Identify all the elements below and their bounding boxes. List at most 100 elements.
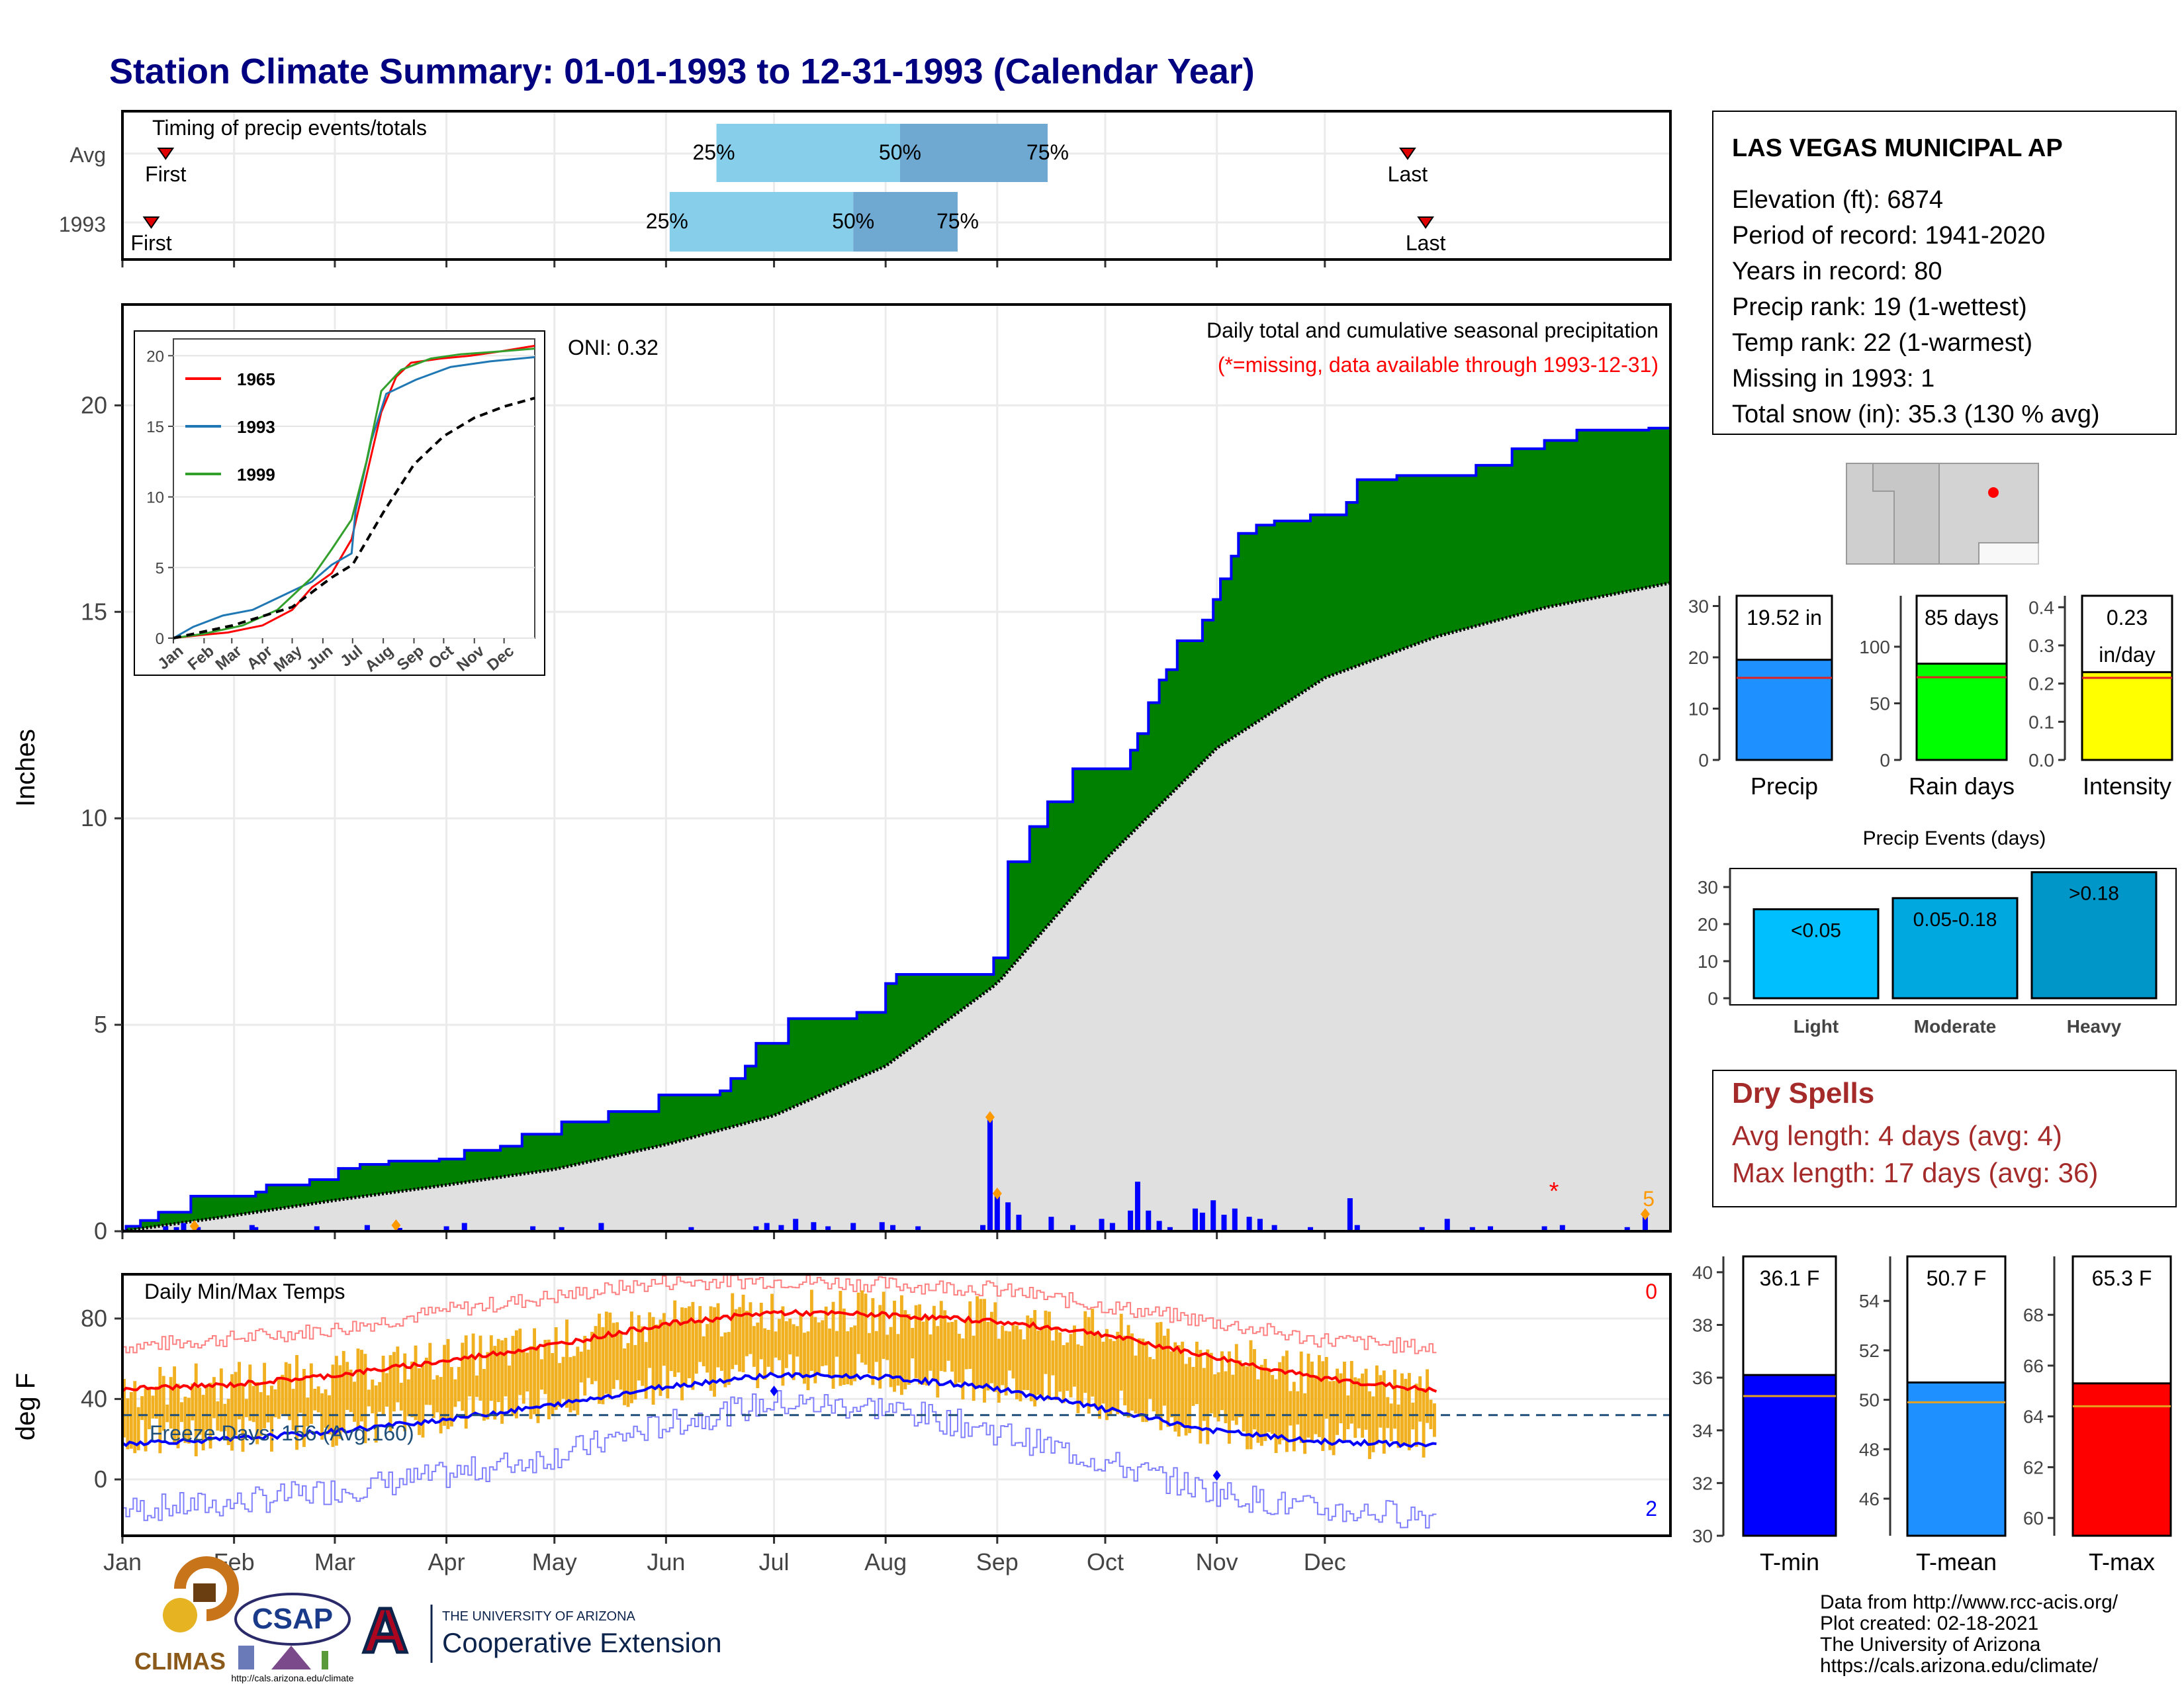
daily-temp-bar <box>1234 1344 1238 1425</box>
daily-temp-bar <box>957 1333 961 1383</box>
daily-precip-bar <box>181 1223 187 1231</box>
daily-precip-bar <box>1642 1217 1648 1231</box>
daily-temp-bar <box>136 1407 140 1450</box>
inset-y-tick-label: 0 <box>156 630 164 648</box>
daily-temp-bar <box>1047 1311 1051 1400</box>
daily-temp-bar <box>194 1363 198 1457</box>
mini-precip-y-tick-label: 0 <box>1880 750 1890 771</box>
daily-temp-bar <box>983 1299 986 1403</box>
daily-temp-bar <box>1220 1351 1224 1411</box>
daily-temp-bar <box>936 1326 940 1398</box>
daily-temp-bar <box>629 1311 633 1403</box>
daily-precip-bar <box>1469 1227 1475 1231</box>
month-axis: Jan Feb Mar Apr May Jun Jul Aug Sep Oct Nov Dec <box>103 1548 1346 1575</box>
daily-temp-bar <box>471 1333 475 1414</box>
mini-temp-bar-t-max <box>2071 1382 2172 1537</box>
daily-precip-bar <box>1257 1219 1263 1231</box>
daily-temp-bar <box>792 1324 796 1380</box>
daily-temp-bar <box>824 1306 828 1366</box>
daily-temp-bar <box>1379 1375 1383 1428</box>
events-bar-moderate <box>1891 897 2019 1000</box>
csap-logo: CSAP http://cals.arizona.edu/climate <box>231 1593 354 1683</box>
daily-temp-bar <box>565 1319 569 1408</box>
daily-temp-bar <box>1079 1345 1083 1404</box>
daily-temp-bar <box>338 1365 342 1439</box>
daily-temp-bar <box>1396 1404 1400 1448</box>
daily-temp-bar <box>187 1397 191 1444</box>
daily-temp-bar <box>173 1366 177 1444</box>
mini-temp-y-tick-label: 60 <box>2023 1508 2044 1528</box>
daily-temp-bar <box>165 1404 169 1423</box>
daily-temp-bar <box>666 1323 670 1399</box>
daily-temp-bar <box>788 1318 792 1355</box>
daily-precip-bar <box>1070 1225 1076 1231</box>
daily-temp-bar <box>281 1374 285 1414</box>
daily-precip-extreme-marker <box>391 1219 401 1232</box>
mini-temp-category-label: T-min <box>1760 1548 1819 1575</box>
daily-temp-bar <box>1188 1357 1191 1433</box>
daily-precip-bar <box>1109 1223 1115 1231</box>
temp-y-axis-label: deg F <box>11 1373 40 1440</box>
daily-temp-bar <box>756 1322 760 1388</box>
daily-temp-bar <box>893 1300 896 1392</box>
missing-min-label: 2 <box>1645 1497 1657 1521</box>
daily-temp-bar <box>148 1387 151 1430</box>
daily-precip-bar <box>163 1226 169 1231</box>
daily-temp-bar <box>972 1335 976 1401</box>
daily-temp-bar <box>381 1356 385 1415</box>
mini-precip-category-label: Intensity <box>2083 773 2171 800</box>
daily-temp-bar <box>1324 1356 1328 1419</box>
oni-label: ONI: 0.32 <box>568 336 659 359</box>
inset-average-line <box>173 397 535 639</box>
inset-y-tick-label: 10 <box>146 489 164 507</box>
freeze-days-label: Freeze Days: 156 (Avg:160) <box>150 1421 414 1445</box>
daily-temp-bar <box>320 1393 324 1440</box>
daily-temp-bar <box>1289 1391 1293 1426</box>
daily-temp-bar <box>806 1331 810 1391</box>
month-axis-label: Jul <box>759 1548 790 1575</box>
daily-temp-bar <box>691 1301 695 1390</box>
daily-temp-bar <box>749 1302 752 1354</box>
daily-temp-bar <box>623 1348 626 1405</box>
station-period: Period of record: 1941-2020 <box>1732 222 2045 250</box>
mini-temp-y-tick-label: 32 <box>1692 1473 1713 1493</box>
daily-temp-bar <box>1148 1356 1152 1399</box>
daily-temp-bar <box>766 1329 770 1367</box>
daily-precip-extreme-marker <box>1640 1208 1650 1221</box>
daily-temp-bar <box>1083 1311 1087 1393</box>
mini-precip-y-tick-label: 0.4 <box>2028 597 2054 618</box>
daily-temp-bar <box>1116 1331 1120 1415</box>
daily-precip-bar <box>364 1225 370 1231</box>
daily-temp-bar <box>341 1350 345 1432</box>
daily-precip-bar <box>1146 1210 1152 1231</box>
timing-last-marker <box>1417 216 1435 229</box>
daily-temp-bar <box>529 1346 533 1419</box>
mini-temp-y-tick-label: 66 <box>2023 1356 2044 1376</box>
daily-temp-bar <box>1206 1349 1210 1444</box>
timing-row-label-year: 1993 <box>59 212 106 236</box>
daily-temp-bar <box>669 1323 673 1372</box>
daily-temp-bar <box>1173 1342 1177 1432</box>
inset-legend-label: 1993 <box>237 417 275 437</box>
daily-temp-bar <box>1296 1391 1300 1425</box>
daily-temp-bar <box>1253 1349 1256 1430</box>
events-y-tick-label: 20 <box>1698 914 1718 935</box>
daily-temp-bar <box>1015 1325 1019 1399</box>
daily-precip-bar <box>1354 1225 1360 1231</box>
daily-temp-bar <box>705 1324 709 1373</box>
daily-temp-bar <box>198 1387 202 1435</box>
daily-temp-bar <box>633 1344 637 1400</box>
daily-temp-bar <box>853 1325 857 1382</box>
daily-precip-bar <box>1048 1217 1054 1231</box>
daily-temp-bar <box>378 1382 382 1412</box>
daily-precip-bar <box>1005 1202 1011 1231</box>
daily-precip-bar <box>987 1119 993 1231</box>
daily-temp-bar <box>734 1309 738 1365</box>
daily-precip-bar <box>1347 1198 1353 1231</box>
precip-y-tick-label: 15 <box>81 598 107 625</box>
daily-temp-bar <box>1271 1375 1275 1434</box>
daily-temp-bar <box>1361 1373 1365 1438</box>
daily-temp-bar <box>508 1365 511 1412</box>
daily-temp-bar <box>1314 1375 1318 1434</box>
month-axis-label: Jan <box>103 1548 142 1575</box>
